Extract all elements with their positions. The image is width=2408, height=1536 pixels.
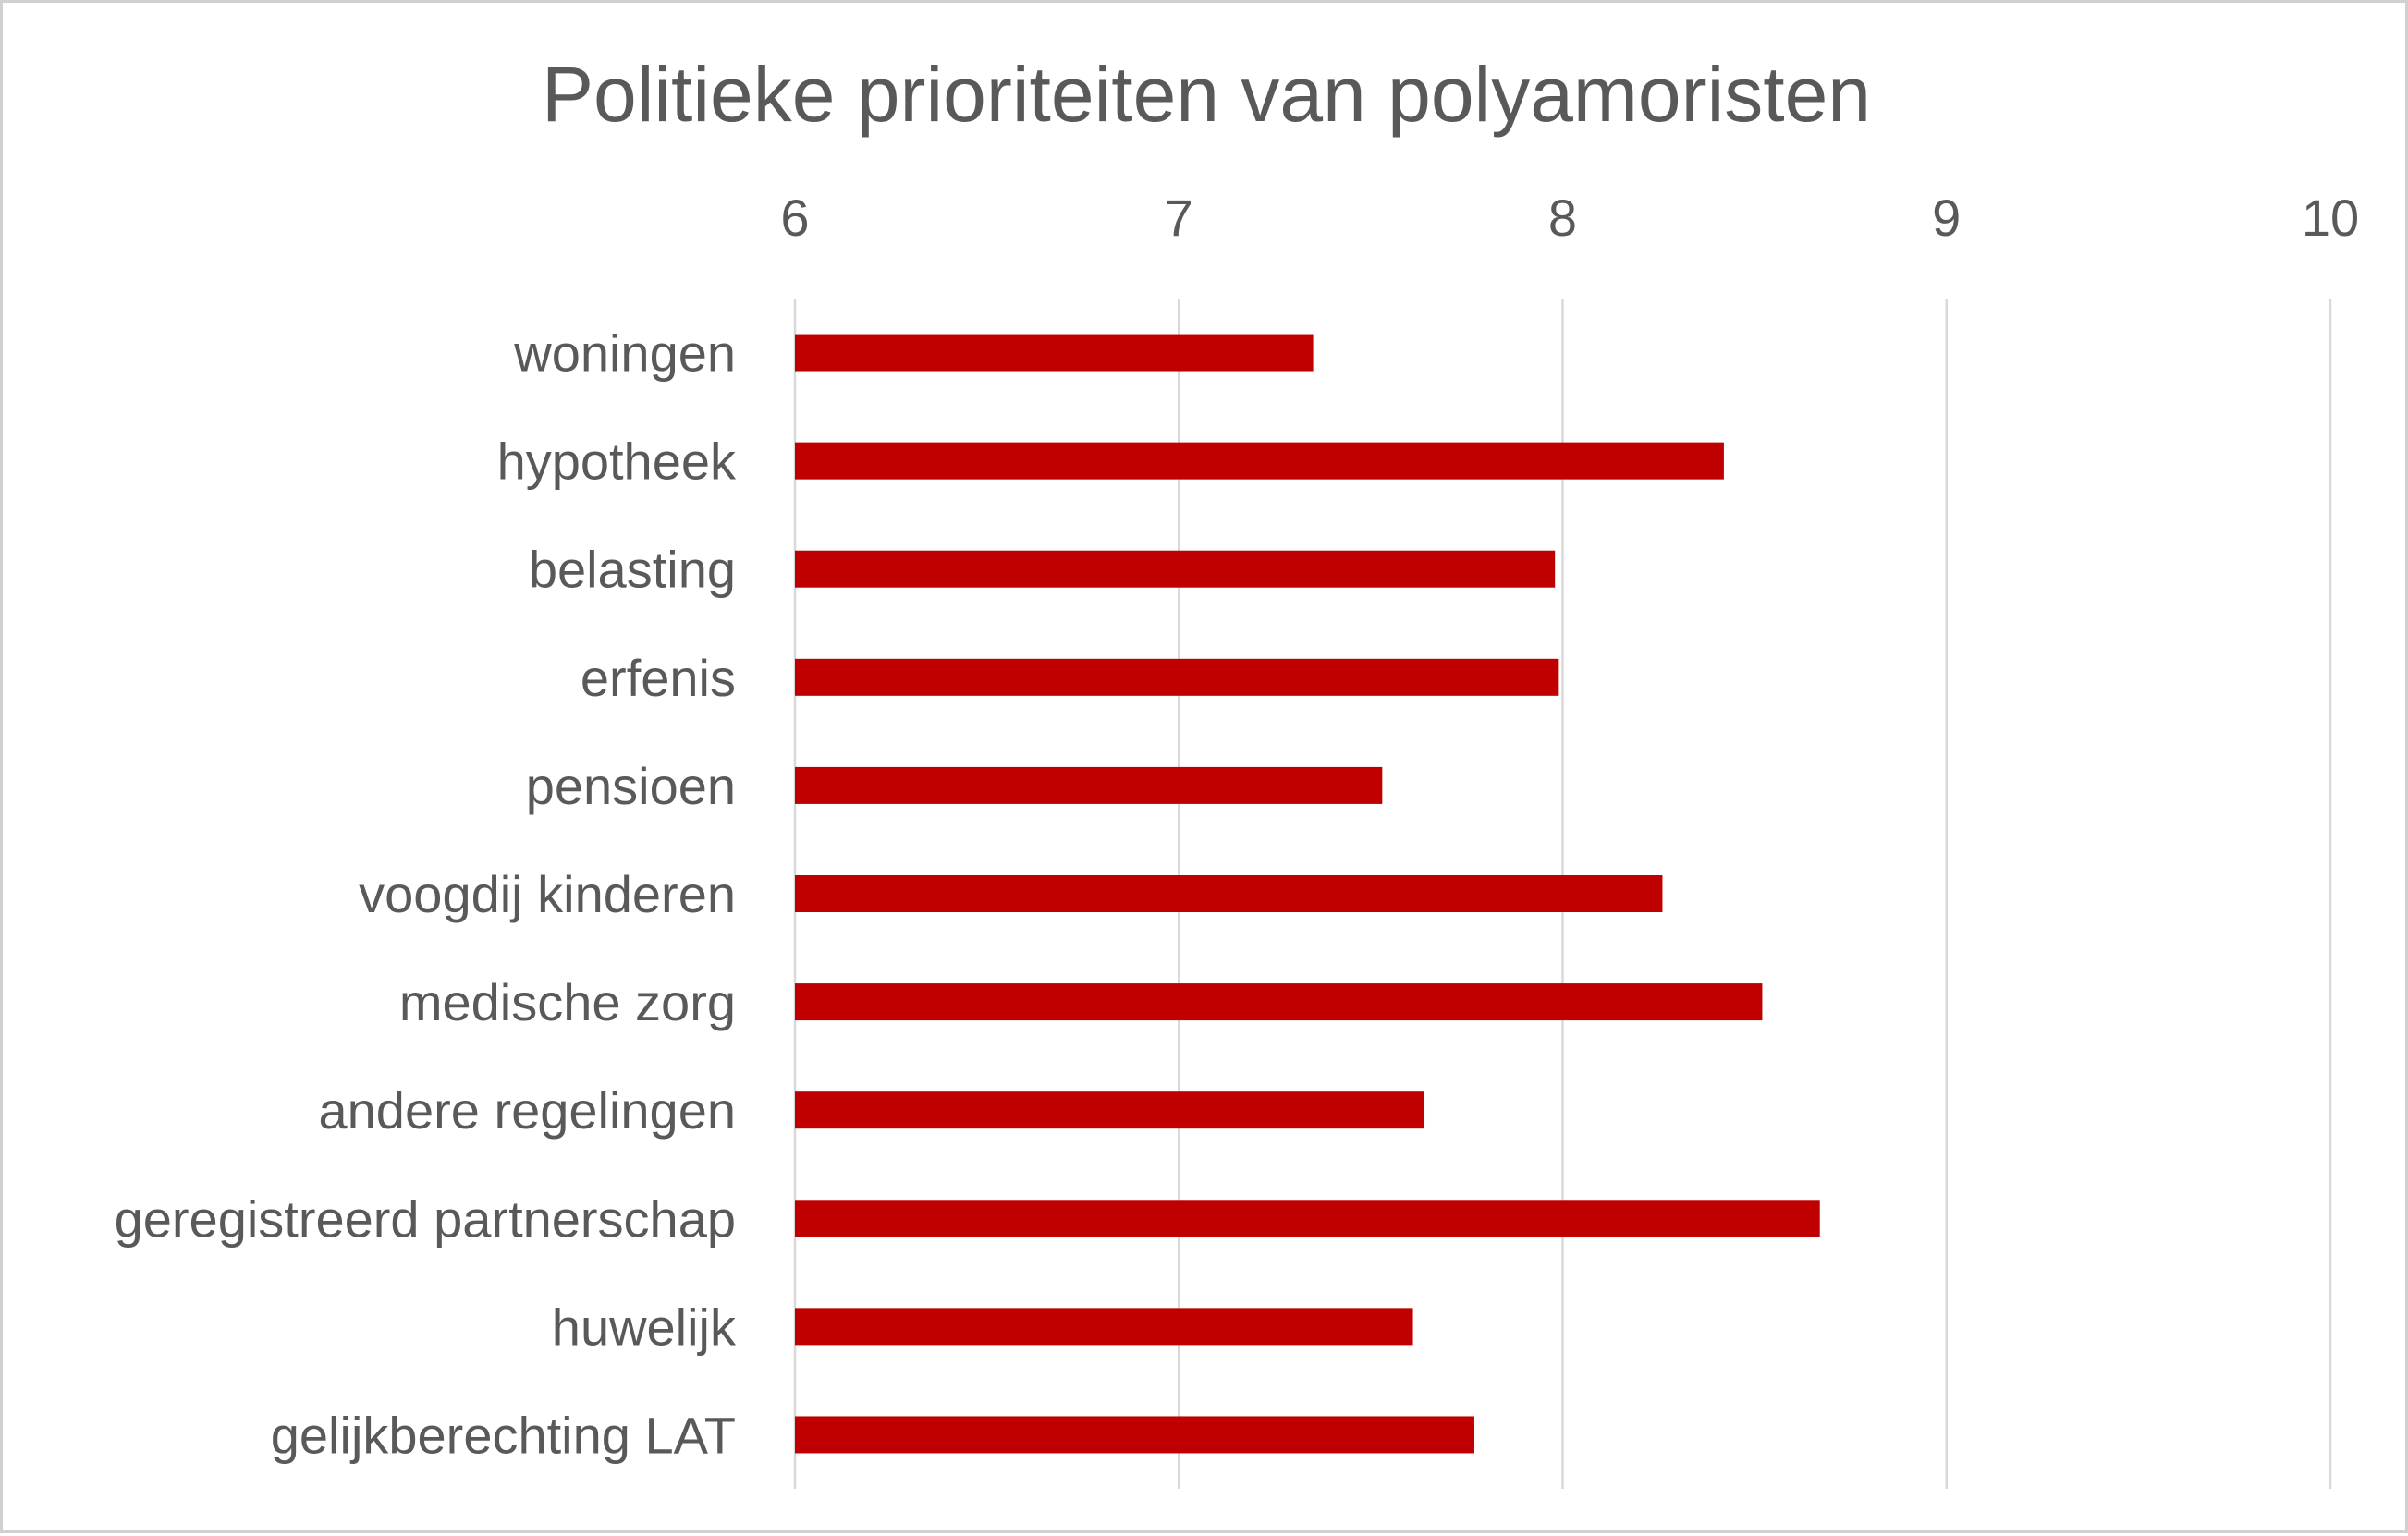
x-axis-ticks: 6 7 8 9 10 bbox=[780, 189, 2359, 247]
bar-chart: Politieke prioriteiten van polyamoristen… bbox=[115, 51, 2359, 1489]
category-label: medische zorg bbox=[399, 973, 736, 1031]
category-label: andere regelingen bbox=[319, 1081, 736, 1140]
x-tick-label: 6 bbox=[780, 189, 809, 247]
category-label: gelijkberechting LAT bbox=[271, 1406, 736, 1464]
bar bbox=[795, 550, 1556, 588]
chart-title: Politieke prioriteiten van polyamoristen bbox=[542, 51, 1871, 138]
bar bbox=[795, 983, 1763, 1021]
category-label: geregistreerd partnerschap bbox=[115, 1189, 736, 1248]
bars bbox=[795, 334, 1820, 1454]
category-label: belasting bbox=[529, 541, 736, 599]
category-label: erfenis bbox=[581, 649, 736, 707]
category-labels: woningen hypotheek belasting erfenis pensioe… bbox=[115, 324, 737, 1465]
bar bbox=[795, 334, 1314, 372]
bar bbox=[795, 1091, 1425, 1129]
bar bbox=[795, 442, 1724, 480]
x-tick-label: 8 bbox=[1548, 189, 1577, 247]
bar bbox=[795, 1308, 1413, 1346]
category-label: pensioen bbox=[526, 757, 736, 815]
bar bbox=[795, 658, 1559, 696]
bar bbox=[795, 1416, 1474, 1454]
category-label: hypotheek bbox=[497, 433, 737, 491]
category-label: huwelijk bbox=[552, 1298, 737, 1356]
x-tick-label: 10 bbox=[2302, 189, 2359, 247]
bar bbox=[795, 875, 1663, 912]
x-tick-label: 9 bbox=[1932, 189, 1961, 247]
x-tick-label: 7 bbox=[1165, 189, 1193, 247]
category-label: woningen bbox=[513, 324, 736, 383]
bar bbox=[795, 766, 1383, 804]
bar bbox=[795, 1200, 1820, 1237]
category-label: voogdij kinderen bbox=[359, 865, 736, 923]
